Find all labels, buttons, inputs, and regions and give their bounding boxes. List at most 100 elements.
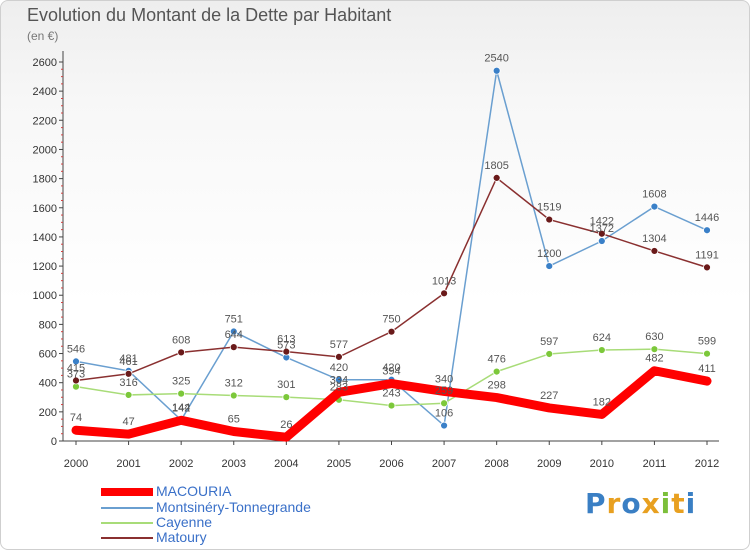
data-label: 1805 [484,160,508,172]
data-label: 415 [67,363,85,375]
y-tick-label: 1000 [33,290,57,302]
data-label: 144 [172,402,190,414]
legend-item-cayenne: Cayenne [101,514,401,530]
series-3-point [440,289,448,298]
data-label: 573 [277,339,295,351]
series-3-point [545,215,554,224]
legend-label-macouria: MACOURIA [156,483,232,499]
data-label: 481 [119,353,137,365]
data-label: 227 [540,390,558,402]
series-3-point [597,229,606,238]
data-label: 298 [487,380,505,392]
data-label: 394 [382,366,400,378]
data-label: 420 [382,362,400,374]
data-label: 182 [593,396,611,408]
logo-letter: i [685,487,697,520]
logo-letter: r [606,487,622,520]
series-1-point [440,421,448,430]
data-label: 301 [277,379,295,391]
data-label: 1519 [537,202,561,214]
data-label: 325 [172,376,190,388]
data-label: 577 [330,339,348,351]
data-label: 624 [593,332,611,344]
series-2-point [597,346,606,354]
x-tick-label: 2009 [537,458,561,470]
series-1-point [335,375,343,384]
data-label: 1372 [590,223,614,235]
x-tick-label: 2007 [432,458,456,470]
series-2-point [492,367,501,376]
y-tick-label: 2600 [33,57,57,69]
series-3-point [492,173,501,182]
data-label: 613 [277,334,295,346]
x-tick-label: 2010 [590,458,614,470]
legend-label-cayenne: Cayenne [156,514,213,530]
data-label: 1191 [695,249,719,261]
data-label: 420 [330,362,348,374]
y-tick-label: 1600 [33,203,57,215]
data-label: 106 [435,408,453,420]
series-2-point [650,345,659,354]
data-label: 47 [122,416,134,428]
data-label: 750 [382,314,400,326]
data-label: 461 [119,356,137,368]
legend-label-matoury: Matoury [156,529,207,545]
data-label: 340 [435,373,453,385]
series-2-point [124,391,133,399]
data-label: 751 [225,314,243,326]
legend-label-montsinery: Montsinéry-Tonnegrande [156,499,311,515]
y-tick-label: 2200 [33,115,57,127]
legend-swatch-macouria [101,488,153,496]
y-tick-label: 2400 [33,86,57,98]
series-1-point [229,327,238,336]
series-2-point [545,350,554,358]
data-label: 334 [330,374,348,386]
data-label: 1200 [537,248,561,260]
y-tick-label: 1800 [33,174,57,186]
series-3-point [387,327,396,336]
x-tick-label: 2011 [643,458,667,470]
x-tick-label: 2012 [695,458,719,470]
data-label: 142 [172,402,190,414]
series-3-point [703,263,711,272]
series-2-point [282,393,291,402]
data-label: 599 [698,336,716,348]
data-label: 373 [67,369,85,381]
x-tick-label: 2000 [64,458,88,470]
x-tick-label: 2002 [169,458,193,470]
proxiti-logo: Proxiti [585,487,696,520]
series-1-point [703,226,711,235]
x-tick-label: 2006 [379,458,403,470]
logo-letter: o [621,487,642,520]
data-label: 312 [225,378,243,390]
data-label: 630 [645,331,663,343]
x-tick-label: 2004 [274,458,298,470]
chart-subtitle: (en €) [27,29,59,43]
data-label: 644 [225,329,243,341]
data-label: 65 [228,414,240,426]
legend-item-montsinery: Montsinéry-Tonnegrande [101,499,401,515]
logo-letter: i [660,487,672,520]
logo-letter: x [641,487,661,520]
series-1-point [72,357,80,366]
series-3-point [282,347,291,356]
x-tick-label: 2001 [116,458,140,470]
data-label: 316 [119,377,137,389]
y-tick-label: 2000 [33,144,57,156]
data-label: 411 [698,363,716,375]
series-2-point [703,349,711,358]
x-tick-label: 2003 [222,458,246,470]
series-3-point [335,352,343,361]
series-2-point [387,401,396,410]
series-1-point [492,66,501,75]
series-3-point [177,348,186,357]
data-label: 1013 [432,275,456,287]
legend-swatch-cayenne [101,522,153,524]
y-tick-label: 800 [39,319,57,331]
series-2-point [177,389,186,398]
series-1-point [597,237,606,245]
legend-swatch-montsinery [101,507,153,509]
series-3-point [124,369,133,378]
series-1-point [650,202,659,211]
series-3-point [229,343,238,352]
